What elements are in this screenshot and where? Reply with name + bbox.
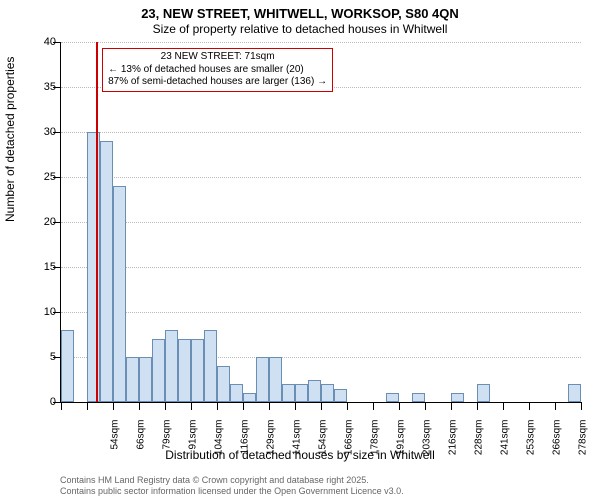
histogram-bar [308, 380, 321, 403]
x-tick [217, 402, 218, 410]
annotation-smaller: ← 13% of detached houses are smaller (20… [108, 64, 327, 77]
y-tick-label: 5 [26, 351, 56, 363]
x-tick-label: 178sqm [370, 420, 381, 470]
x-tick [451, 402, 452, 410]
x-tick [191, 402, 192, 410]
y-tick-label: 15 [26, 261, 56, 273]
x-tick-label: 129sqm [266, 420, 277, 470]
x-tick-label: 104sqm [214, 420, 225, 470]
x-tick-label: 166sqm [344, 420, 355, 470]
plot-area: 051015202530354054sqm66sqm79sqm91sqm104s… [60, 42, 581, 403]
y-tick-label: 25 [26, 171, 56, 183]
x-tick [295, 402, 296, 410]
footer-line-2: Contains public sector information licen… [60, 486, 404, 497]
histogram-bar [126, 357, 139, 402]
x-tick [139, 402, 140, 410]
x-tick-label: 191sqm [396, 420, 407, 470]
histogram-bar [295, 384, 308, 402]
histogram-bar [412, 393, 425, 402]
y-tick-label: 35 [26, 81, 56, 93]
x-tick-label: 66sqm [136, 420, 147, 470]
x-tick-label: 116sqm [240, 420, 251, 470]
chart-attribution: Contains HM Land Registry data © Crown c… [60, 475, 404, 497]
histogram-bar [256, 357, 269, 402]
histogram-bar [243, 393, 256, 402]
x-tick-label: 241sqm [500, 420, 511, 470]
x-tick [477, 402, 478, 410]
x-tick-label: 203sqm [422, 420, 433, 470]
x-tick-label: 154sqm [318, 420, 329, 470]
x-tick-label: 79sqm [162, 420, 173, 470]
x-tick [165, 402, 166, 410]
x-tick [87, 402, 88, 410]
chart-title-address: 23, NEW STREET, WHITWELL, WORKSOP, S80 4… [0, 6, 600, 21]
histogram-bar [165, 330, 178, 402]
x-tick-label: 54sqm [110, 420, 121, 470]
histogram-bar [191, 339, 204, 402]
x-tick [61, 402, 62, 410]
x-tick-label: 141sqm [292, 420, 303, 470]
histogram-bar [386, 393, 399, 402]
chart-subtitle: Size of property relative to detached ho… [0, 22, 600, 36]
histogram-bar [230, 384, 243, 402]
gridline [61, 177, 581, 178]
annotation-larger: 87% of semi-detached houses are larger (… [108, 76, 327, 89]
histogram-bar [451, 393, 464, 402]
histogram-bar [139, 357, 152, 402]
gridline [61, 312, 581, 313]
histogram-bar [113, 186, 126, 402]
x-tick [555, 402, 556, 410]
footer-line-1: Contains HM Land Registry data © Crown c… [60, 475, 404, 486]
y-axis-label: Number of detached properties [3, 57, 17, 222]
y-tick-label: 10 [26, 306, 56, 318]
x-tick-label: 228sqm [474, 420, 485, 470]
x-tick-label: 91sqm [188, 420, 199, 470]
histogram-bar [100, 141, 113, 402]
x-tick-label: 278sqm [578, 420, 589, 470]
subject-property-marker [96, 42, 98, 402]
x-tick-label: 253sqm [526, 420, 537, 470]
x-tick [347, 402, 348, 410]
gridline [61, 132, 581, 133]
histogram-bar [178, 339, 191, 402]
x-tick-label: 216sqm [448, 420, 459, 470]
histogram-bar [321, 384, 334, 402]
x-tick [529, 402, 530, 410]
histogram-bar [61, 330, 74, 402]
x-tick [269, 402, 270, 410]
histogram-bar [269, 357, 282, 402]
x-tick [321, 402, 322, 410]
x-tick [373, 402, 374, 410]
y-tick-label: 40 [26, 36, 56, 48]
histogram-bar [477, 384, 490, 402]
x-axis-label: Distribution of detached houses by size … [0, 448, 600, 462]
gridline [61, 42, 581, 43]
histogram-bar [217, 366, 230, 402]
annotation-title: 23 NEW STREET: 71sqm [108, 51, 327, 64]
x-tick [581, 402, 582, 410]
histogram-bar [334, 389, 347, 403]
x-tick [425, 402, 426, 410]
histogram-bar [204, 330, 217, 402]
histogram-bar [568, 384, 581, 402]
y-tick-label: 30 [26, 126, 56, 138]
x-tick [113, 402, 114, 410]
property-size-chart: 23, NEW STREET, WHITWELL, WORKSOP, S80 4… [0, 0, 600, 500]
histogram-bar [282, 384, 295, 402]
x-tick [503, 402, 504, 410]
y-tick-label: 0 [26, 396, 56, 408]
histogram-bar [152, 339, 165, 402]
gridline [61, 222, 581, 223]
x-tick [243, 402, 244, 410]
x-tick [399, 402, 400, 410]
x-tick-label: 266sqm [552, 420, 563, 470]
gridline [61, 267, 581, 268]
annotation-box: 23 NEW STREET: 71sqm← 13% of detached ho… [102, 48, 333, 92]
y-tick-label: 20 [26, 216, 56, 228]
